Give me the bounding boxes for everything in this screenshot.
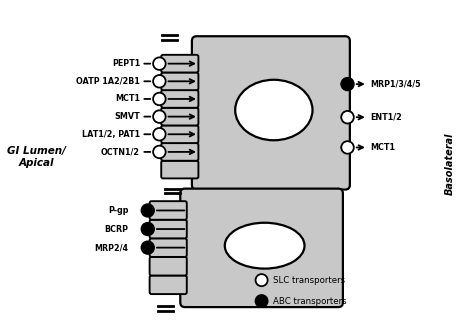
Text: LAT1/2, PAT1: LAT1/2, PAT1	[82, 130, 140, 139]
Circle shape	[141, 241, 154, 254]
FancyBboxPatch shape	[161, 108, 199, 125]
FancyBboxPatch shape	[150, 201, 187, 220]
FancyBboxPatch shape	[161, 90, 199, 108]
Circle shape	[341, 141, 354, 154]
Ellipse shape	[235, 80, 312, 140]
FancyBboxPatch shape	[161, 161, 199, 178]
Text: OCTN1/2: OCTN1/2	[101, 147, 140, 156]
Text: ABC transporters: ABC transporters	[273, 297, 347, 306]
Text: MCT1: MCT1	[115, 94, 140, 103]
FancyBboxPatch shape	[161, 55, 199, 72]
FancyBboxPatch shape	[150, 220, 187, 238]
FancyBboxPatch shape	[192, 36, 350, 190]
FancyBboxPatch shape	[161, 125, 199, 143]
FancyBboxPatch shape	[150, 276, 187, 294]
Circle shape	[153, 128, 165, 140]
Text: MRP1/3/4/5: MRP1/3/4/5	[370, 80, 421, 89]
Circle shape	[153, 110, 165, 123]
Text: MRP2/4: MRP2/4	[94, 243, 128, 252]
FancyBboxPatch shape	[161, 72, 199, 90]
FancyBboxPatch shape	[150, 238, 187, 257]
FancyBboxPatch shape	[180, 189, 343, 307]
Text: PEPT1: PEPT1	[112, 59, 140, 68]
Text: SLC transporters: SLC transporters	[273, 276, 346, 285]
Text: OATP 1A2/2B1: OATP 1A2/2B1	[76, 77, 140, 86]
Text: BCRP: BCRP	[104, 225, 128, 234]
Circle shape	[153, 75, 165, 88]
FancyBboxPatch shape	[3, 0, 474, 328]
FancyBboxPatch shape	[150, 257, 187, 276]
Circle shape	[255, 274, 268, 286]
Circle shape	[141, 223, 154, 235]
Circle shape	[153, 57, 165, 70]
Text: MCT1: MCT1	[370, 143, 395, 152]
Circle shape	[255, 295, 268, 307]
Text: Basolateral: Basolateral	[445, 133, 455, 195]
Circle shape	[341, 78, 354, 90]
Circle shape	[341, 111, 354, 123]
Text: GI Lumen/
Apical: GI Lumen/ Apical	[7, 146, 66, 168]
Circle shape	[153, 93, 165, 105]
Circle shape	[141, 204, 154, 217]
Text: ENT1/2: ENT1/2	[370, 113, 402, 122]
Text: SMVT: SMVT	[114, 112, 140, 121]
Circle shape	[153, 146, 165, 158]
Text: P-gp: P-gp	[108, 206, 128, 215]
FancyBboxPatch shape	[161, 143, 199, 161]
Ellipse shape	[225, 223, 304, 269]
